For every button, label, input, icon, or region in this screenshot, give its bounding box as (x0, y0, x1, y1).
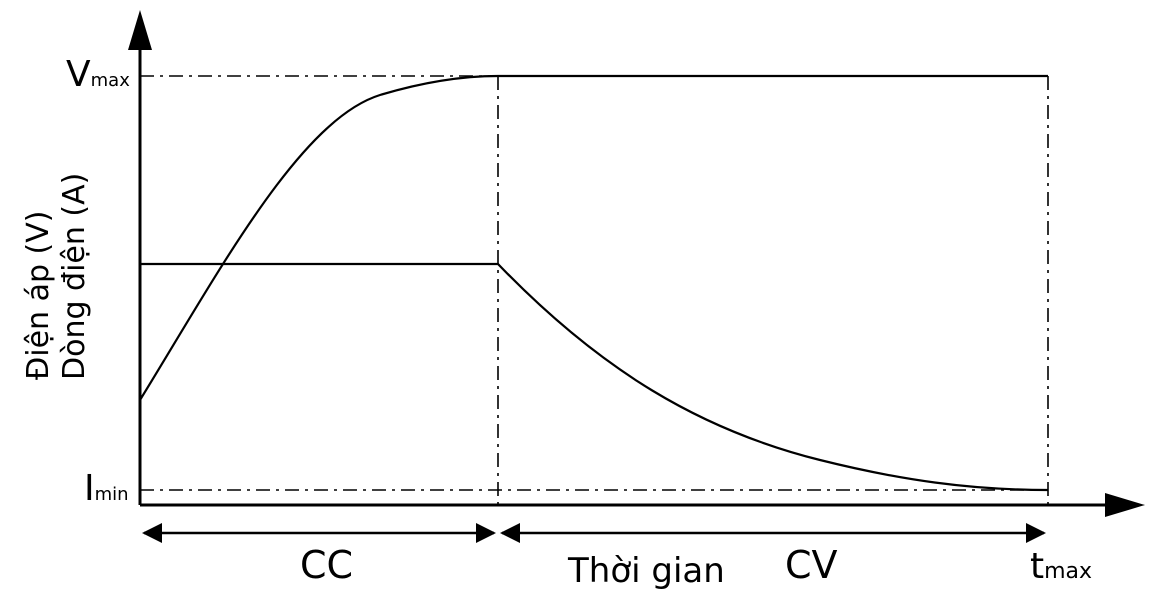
x-axis-label: Thời gian (567, 551, 725, 591)
y-axis-label-current: Dòng điện (A) (57, 173, 92, 380)
x-axis-arrowhead (1105, 493, 1145, 517)
cv-label: CV (785, 543, 838, 587)
tmax-label: tmax (1030, 546, 1092, 587)
y-axis-arrowhead (128, 10, 152, 50)
imin-label: Imin (84, 468, 129, 509)
vmax-label: Vmax (66, 54, 130, 95)
voltage-curve (139, 74, 1048, 401)
y-axis-label-voltage: Điện áp (V) (21, 211, 56, 380)
cc-label: CC (300, 543, 353, 587)
current-curve (140, 262, 1049, 492)
